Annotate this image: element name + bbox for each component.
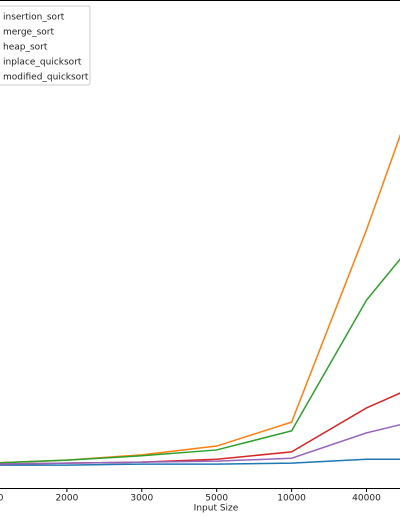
series-line bbox=[0, 258, 400, 464]
x-tick-label: 10000 bbox=[277, 494, 306, 504]
legend-label: modified_quicksort bbox=[3, 73, 89, 83]
series-line bbox=[0, 133, 400, 464]
series-line bbox=[0, 458, 400, 466]
x-tick-label: 2000 bbox=[55, 494, 78, 504]
legend-label: insertion_sort bbox=[3, 13, 65, 23]
series-line bbox=[0, 424, 400, 465]
x-tick-label: 1000 bbox=[0, 494, 4, 504]
x-tick-label: 3000 bbox=[130, 494, 153, 504]
x-tick-label: 40000 bbox=[352, 494, 381, 504]
legend-label: inplace_quicksort bbox=[3, 58, 82, 68]
x-tick-label: 5000 bbox=[205, 494, 228, 504]
x-axis-label: Input Size bbox=[194, 504, 239, 514]
legend-label: merge_sort bbox=[3, 28, 54, 38]
legend-label: heap_sort bbox=[3, 43, 48, 53]
legend-box bbox=[0, 5, 91, 86]
